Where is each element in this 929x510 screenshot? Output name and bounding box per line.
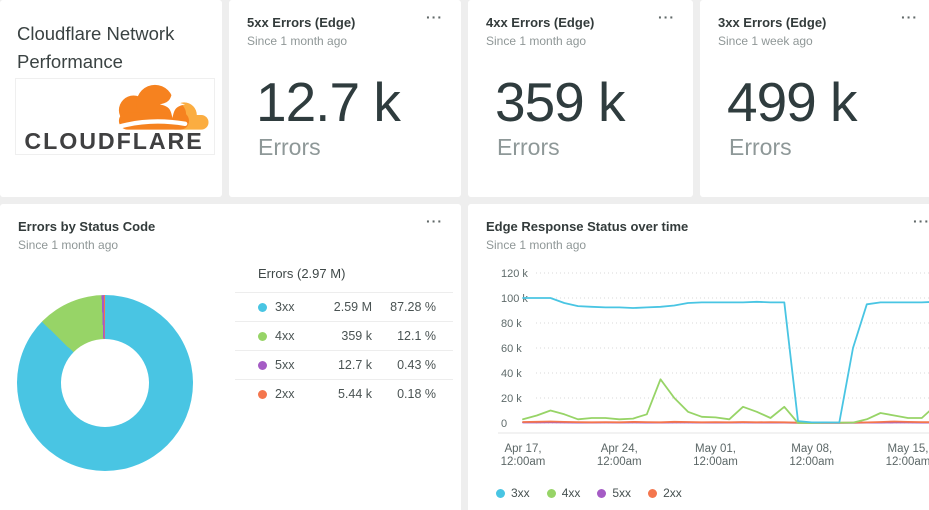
legend-label: 2xx <box>275 387 295 401</box>
legend-label: 4xx <box>275 329 295 343</box>
card-subtitle: Since 1 month ago <box>247 34 348 48</box>
pie-legend-row-4xx[interactable]: 4xx 359 k 12.1 % <box>235 321 453 350</box>
card-title: Edge Response Status over time <box>486 219 689 234</box>
legend-label: 3xx <box>275 300 295 314</box>
ellipsis-icon: ··· <box>901 9 918 25</box>
legend-label: 4xx <box>561 486 581 500</box>
ellipsis-icon: ··· <box>913 213 929 229</box>
metric-value: 12.7 k <box>256 71 401 133</box>
pie-legend-header: Errors (2.97 M) <box>258 266 346 281</box>
donut-card: Errors by Status Code Since 1 month ago … <box>0 204 461 510</box>
metric-unit-label: Errors <box>258 134 321 160</box>
metric-card-3xx: 3xx Errors (Edge) Since 1 week ago ··· 4… <box>700 0 929 197</box>
pie-legend-row-3xx[interactable]: 3xx 2.59 M 87.28 % <box>235 292 453 321</box>
pie-legend: Errors (2.97 M) 3xx 2.59 M 87.28 % 4xx 3… <box>235 266 453 408</box>
ts-legend-item-5xx[interactable]: 5xx <box>597 486 631 500</box>
legend-dot <box>258 389 267 399</box>
cloudflare-logo-graphic: CLOUDFLARE <box>24 84 209 154</box>
legend-dot <box>258 331 267 341</box>
y-tick-label: 120 k <box>501 268 528 280</box>
dashboard-title: Cloudflare Network Performance <box>17 23 175 72</box>
title-card: Cloudflare Network Performance CLOUDFLAR… <box>0 0 222 197</box>
ts-legend-item-2xx[interactable]: 2xx <box>648 486 682 500</box>
legend-percent: 0.43 % <box>397 358 436 372</box>
ellipsis-icon: ··· <box>426 9 443 25</box>
card-subtitle: Since 1 month ago <box>486 238 587 252</box>
legend-value: 5.44 k <box>337 387 372 401</box>
card-title: Errors by Status Code <box>18 219 156 234</box>
donut-chart[interactable] <box>17 295 193 471</box>
series-line-3xx <box>522 297 929 424</box>
metric-card-5xx: 5xx Errors (Edge) Since 1 month ago ··· … <box>229 0 461 197</box>
x-tick-label: May 01, 12:00am <box>693 443 738 468</box>
metric-unit-label: Errors <box>497 134 560 160</box>
card-menu-button[interactable]: ··· <box>913 214 929 228</box>
y-tick-label: 20 k <box>501 393 522 405</box>
legend-label: 5xx <box>612 486 632 500</box>
card-menu-button[interactable]: ··· <box>658 10 675 24</box>
legend-dot <box>648 488 658 498</box>
cloud-swoosh <box>116 119 188 129</box>
legend-percent: 87.28 % <box>390 300 436 314</box>
legend-dot <box>597 488 607 498</box>
pie-legend-row-5xx[interactable]: 5xx 12.7 k 0.43 % <box>235 350 453 379</box>
timeseries-legend: 3xx 4xx 5xx 2xx <box>496 486 682 500</box>
ts-legend-item-4xx[interactable]: 4xx <box>546 486 581 500</box>
legend-label: 3xx <box>511 486 530 500</box>
legend-percent: 0.18 % <box>397 387 436 401</box>
donut-hole <box>61 339 149 427</box>
x-tick-label: May 08, 12:00am <box>789 443 834 468</box>
card-title: 4xx Errors (Edge) <box>486 15 595 30</box>
card-menu-button[interactable]: ··· <box>901 10 918 24</box>
card-title: 5xx Errors (Edge) <box>247 15 356 30</box>
ellipsis-icon: ··· <box>426 213 443 229</box>
legend-value: 359 k <box>341 329 372 343</box>
legend-dot <box>258 360 267 370</box>
cloudflare-logo: CLOUDFLARE <box>15 78 215 155</box>
card-subtitle: Since 1 month ago <box>486 34 587 48</box>
x-tick-label: Apr 17, 12:00am <box>501 443 546 468</box>
card-menu-button[interactable]: ··· <box>426 214 443 228</box>
metric-card-4xx: 4xx Errors (Edge) Since 1 month ago ··· … <box>468 0 693 197</box>
series-line-2xx <box>522 420 929 424</box>
metric-value: 499 k <box>727 71 858 133</box>
y-tick-label: 40 k <box>501 368 522 380</box>
y-tick-label: 0 <box>501 418 507 430</box>
timeseries-card: Edge Response Status over time Since 1 m… <box>468 204 929 510</box>
sparkle-icon <box>159 90 186 118</box>
metric-unit-label: Errors <box>729 134 792 160</box>
x-tick-label: May 15, 12:00am <box>886 443 929 468</box>
legend-value: 2.59 M <box>333 300 372 314</box>
card-subtitle: Since 1 week ago <box>718 34 813 48</box>
legend-value: 12.7 k <box>337 358 372 372</box>
ellipsis-icon: ··· <box>658 9 675 25</box>
x-tick-label: Apr 24, 12:00am <box>597 443 642 468</box>
timeseries-svg[interactable]: 120 k 100 k 80 k 60 k 40 k 20 k 0 Apr 17, 12:00a… <box>468 260 929 475</box>
legend-percent: 12.1 % <box>397 329 436 343</box>
pie-legend-row-2xx[interactable]: 2xx 5.44 k 0.18 % <box>235 379 453 408</box>
y-tick-label: 100 k <box>501 293 528 305</box>
y-tick-label: 60 k <box>501 343 522 355</box>
cloud-icon <box>116 84 209 130</box>
ts-legend-item-3xx[interactable]: 3xx <box>496 486 530 500</box>
card-menu-button[interactable]: ··· <box>426 10 443 24</box>
series-line-4xx <box>522 378 929 424</box>
legend-label: 2xx <box>663 486 682 500</box>
logo-wordmark: CLOUDFLARE <box>24 128 203 154</box>
card-title: 3xx Errors (Edge) <box>718 15 827 30</box>
legend-label: 5xx <box>275 358 295 372</box>
metric-value: 359 k <box>495 71 626 133</box>
y-tick-label: 80 k <box>501 318 522 330</box>
legend-dot <box>496 488 505 498</box>
card-subtitle: Since 1 month ago <box>18 238 119 252</box>
legend-dot <box>546 488 556 498</box>
legend-dot <box>258 302 267 312</box>
